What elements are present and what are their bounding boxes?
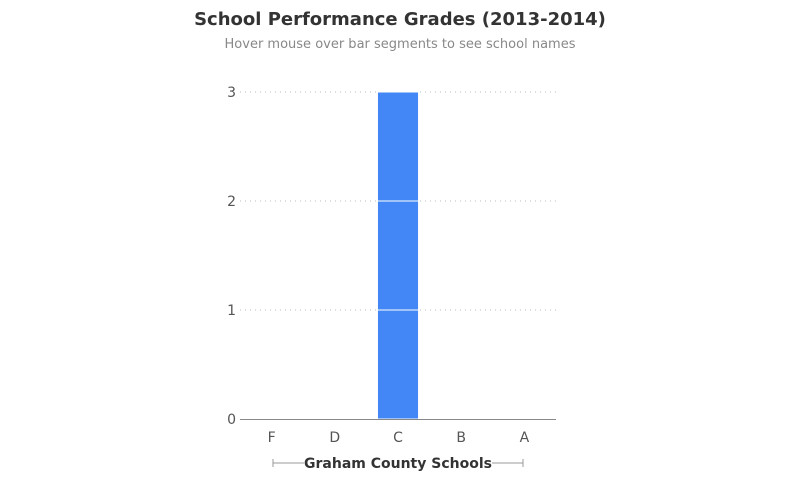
- chart-subtitle: Hover mouse over bar segments to see sch…: [224, 37, 576, 52]
- bar-segment-c[interactable]: [376, 309, 420, 420]
- tick-labels: 0 1 2 3 F D C B A: [227, 85, 530, 446]
- x-tick-label: C: [393, 430, 403, 446]
- chart-title: School Performance Grades (2013-2014): [194, 9, 606, 30]
- x-axis-title-group: Graham County Schools: [272, 456, 524, 472]
- x-tick-label: F: [268, 430, 276, 446]
- y-tick-label: 1: [227, 303, 236, 319]
- bar-segment-c[interactable]: [376, 91, 420, 202]
- y-tick-label: 3: [227, 85, 236, 101]
- x-tick-label: B: [456, 430, 466, 446]
- x-tick-label: D: [329, 430, 340, 446]
- bars: [376, 91, 420, 420]
- bar-segment-c[interactable]: [376, 200, 420, 311]
- y-tick-label: 2: [227, 194, 236, 210]
- x-axis-title: Graham County Schools: [304, 456, 492, 472]
- y-tick-label: 0: [227, 412, 236, 428]
- x-tick-label: A: [520, 430, 530, 446]
